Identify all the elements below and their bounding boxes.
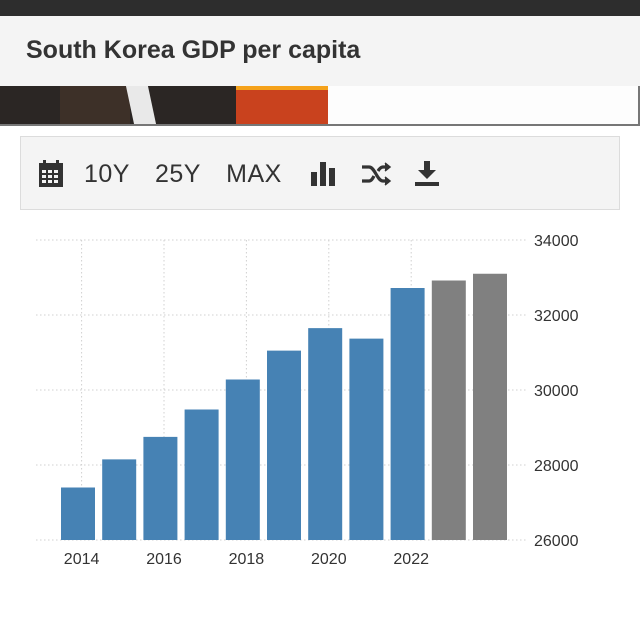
calendar-icon[interactable] [29,137,73,211]
range-max-button[interactable]: MAX [226,159,282,188]
data-bar [267,350,301,540]
y-tick-label: 26000 [534,533,579,550]
x-tick-label: 2020 [311,551,347,568]
x-tick-label: 2018 [229,551,265,568]
x-tick-label: 2022 [393,551,429,568]
x-tick-label: 2016 [146,551,182,568]
page-title: South Korea GDP per capita [26,36,361,64]
x-tick-label: 2014 [64,551,100,568]
range-10y-button[interactable]: 10Y [84,159,130,188]
forecast-bar [431,280,466,540]
banner-blank-area [328,86,640,124]
bar-chart-icon[interactable] [303,137,343,211]
banner-image [0,86,356,124]
data-bar [143,436,178,540]
shuffle-icon[interactable] [355,137,399,211]
data-bar [349,338,384,540]
status-bar [0,0,640,16]
forecast-bar [473,273,507,540]
y-tick-label: 28000 [534,458,579,475]
chart-toolbar: 10Y 25Y MAX [20,136,620,210]
data-bar [102,459,137,540]
y-tick-label: 32000 [534,308,579,325]
ad-banner[interactable] [0,86,640,126]
data-bar [184,409,219,540]
gdp-bar-chart: 26000 28000 30000 32000 34000 2014 2016 2018 202… [36,233,579,568]
data-bar [308,328,343,540]
y-tick-label: 34000 [534,233,579,250]
download-icon[interactable] [407,137,447,211]
chart-area: 26000 28000 30000 32000 34000 2014 2016 2018 202… [20,210,620,590]
data-bar [61,487,95,540]
page-header: South Korea GDP per capita [0,16,640,87]
range-25y-button[interactable]: 25Y [155,159,201,188]
y-tick-label: 30000 [534,383,579,400]
data-bar [225,379,260,540]
data-bar [390,288,425,540]
